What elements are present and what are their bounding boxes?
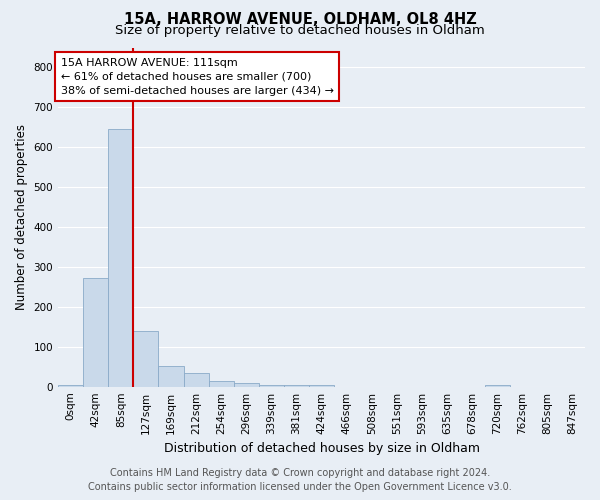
Text: Contains HM Land Registry data © Crown copyright and database right 2024.
Contai: Contains HM Land Registry data © Crown c…	[88, 468, 512, 492]
Bar	[284, 385, 309, 386]
Bar	[158, 366, 184, 386]
Bar	[259, 384, 284, 386]
Bar	[209, 380, 233, 386]
Bar	[108, 130, 133, 386]
Bar	[133, 331, 158, 386]
Text: 15A, HARROW AVENUE, OLDHAM, OL8 4HZ: 15A, HARROW AVENUE, OLDHAM, OL8 4HZ	[124, 12, 476, 28]
Bar	[83, 278, 108, 386]
Bar	[485, 385, 510, 386]
Text: 15A HARROW AVENUE: 111sqm
← 61% of detached houses are smaller (700)
38% of semi: 15A HARROW AVENUE: 111sqm ← 61% of detac…	[61, 58, 334, 96]
Text: Size of property relative to detached houses in Oldham: Size of property relative to detached ho…	[115, 24, 485, 37]
Y-axis label: Number of detached properties: Number of detached properties	[15, 124, 28, 310]
X-axis label: Distribution of detached houses by size in Oldham: Distribution of detached houses by size …	[164, 442, 479, 455]
Bar	[233, 384, 259, 386]
Bar	[184, 372, 209, 386]
